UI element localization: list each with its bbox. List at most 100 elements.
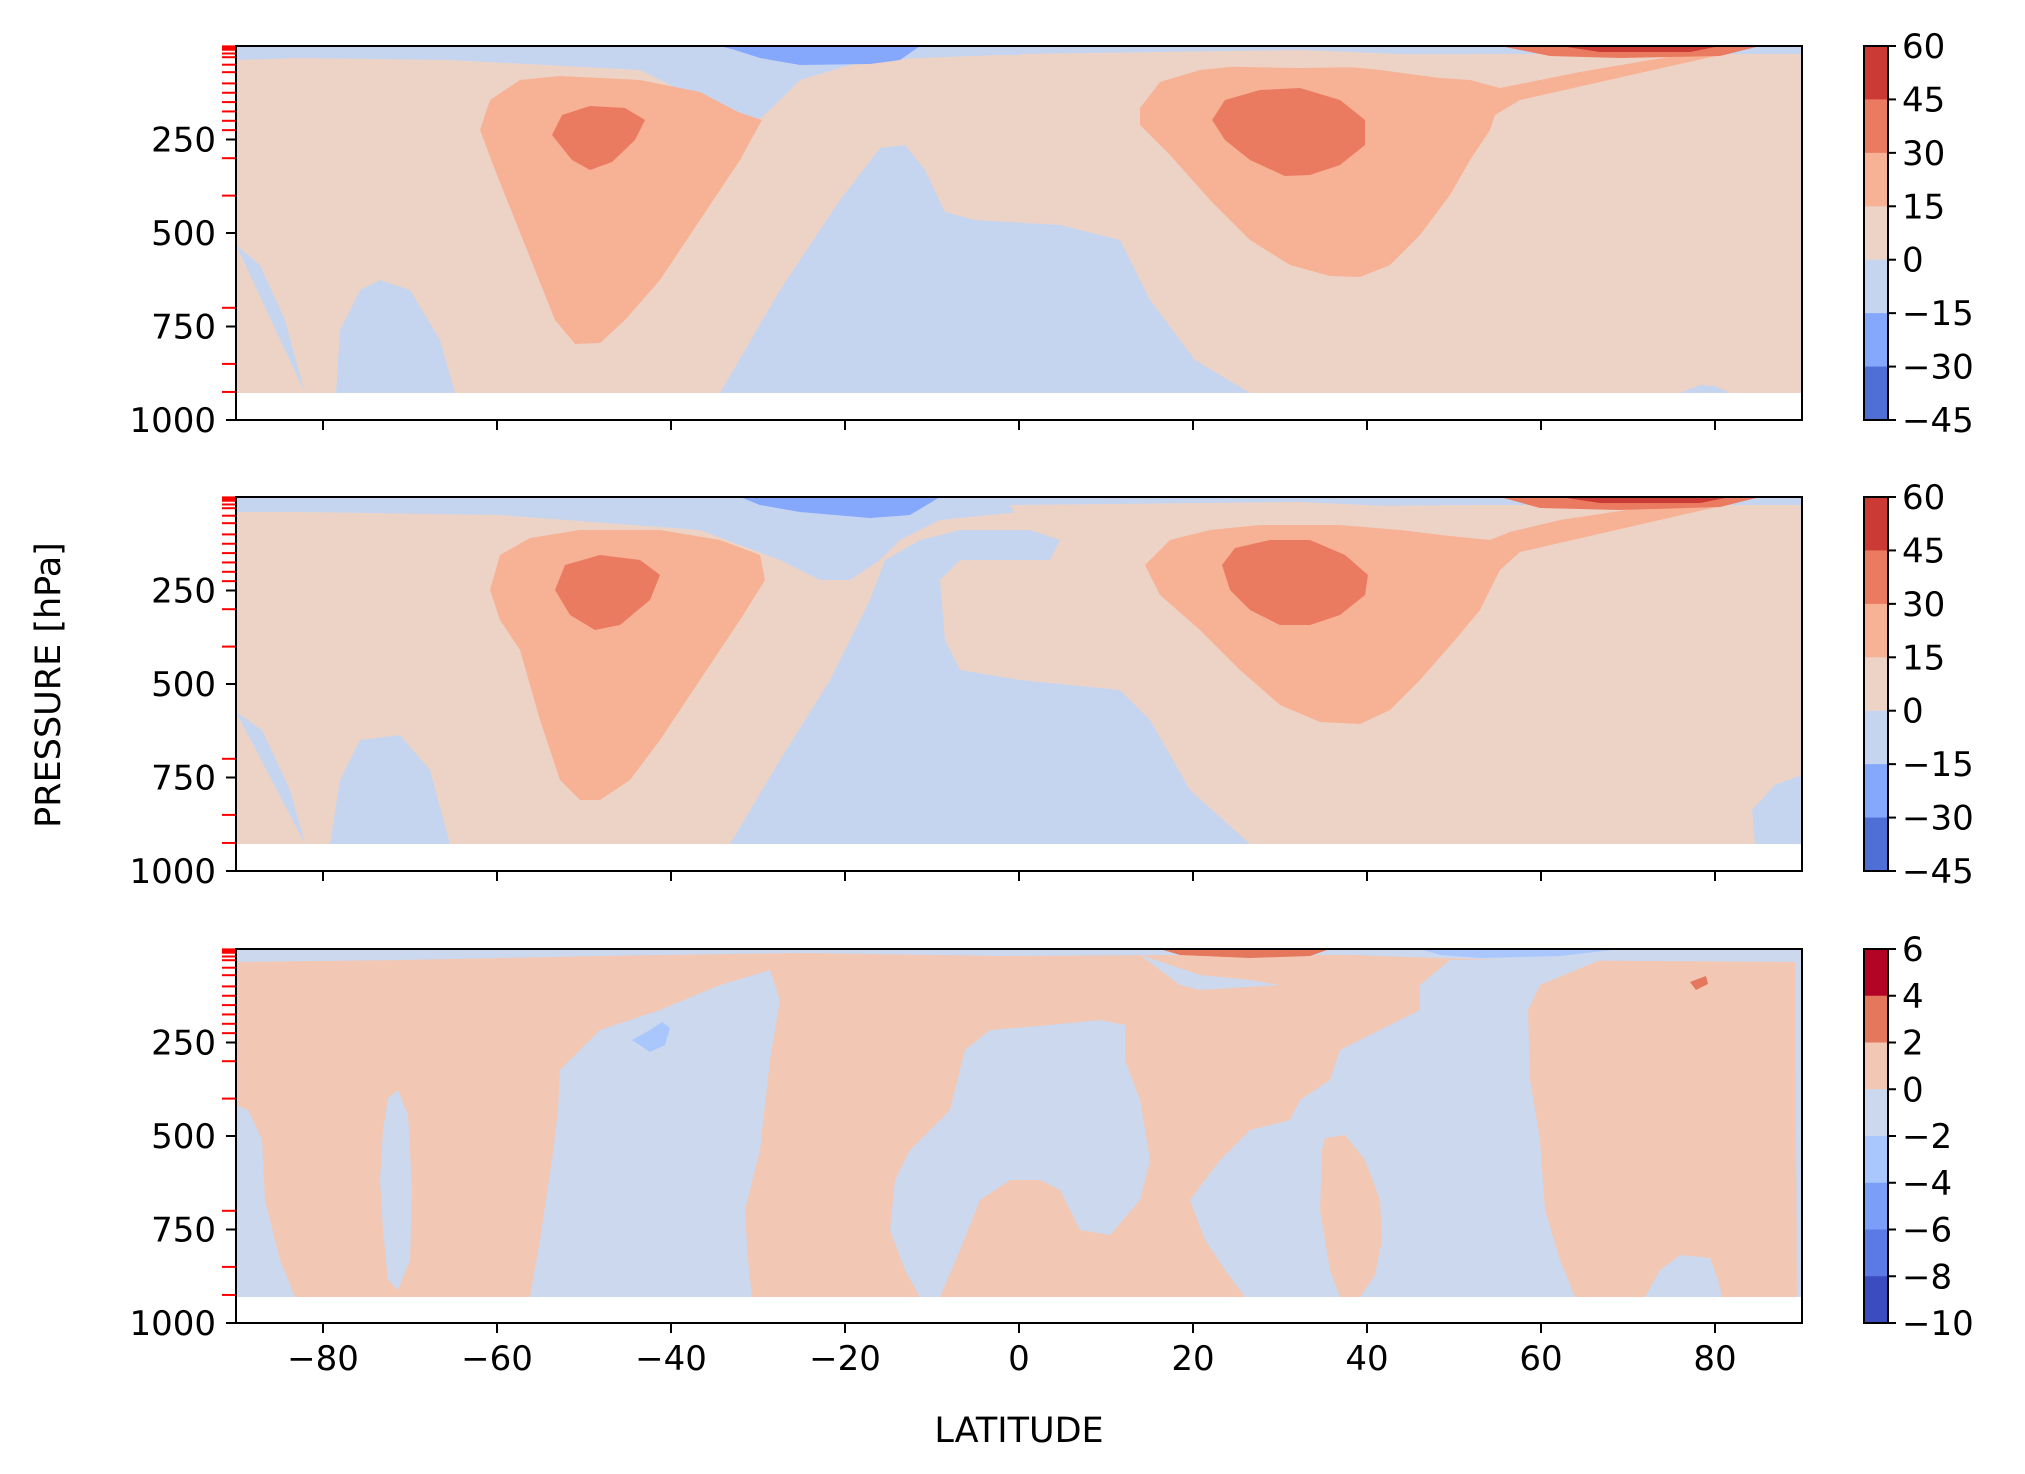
panel-2-y-tick-label: 500 [151,665,216,705]
colorbar-3: 6 4 2 0 −2 −4 −6 −8 −10 [1863,930,1974,1344]
colorbar-2-tick-label: 0 [1902,692,1924,732]
panel-3-equatorial-negative [890,1020,1150,1297]
colorbar-3-tick-label: −4 [1902,1164,1952,1204]
colorbar-1-segment [1864,206,1888,261]
colorbar-2-segment [1864,710,1888,765]
panel-3-negative-top [236,949,1802,962]
colorbar-2-segment [1864,550,1888,605]
panel-3-south-midlat-negative [530,970,780,1297]
colorbar-1-frame [1863,45,1889,421]
colorbar-3-tick-label: −2 [1902,1117,1952,1157]
x-tick-label: 0 [1008,1339,1030,1379]
colorbar-3-tick-label: −8 [1902,1257,1952,1297]
colorbar-3-segment [1864,1276,1888,1324]
panel-1-y-tick-label: 750 [151,308,216,348]
panel-2-contours [236,497,1802,845]
panel-1-upper-positive-streak [1020,50,1445,68]
colorbar-1-segment [1864,259,1888,314]
colorbar-1-tick-label: −45 [1902,401,1974,441]
panel-1-north-jet-core [1212,88,1365,176]
panel-2: 250 500 750 1000 [129,496,1803,892]
panel-1-y-tick-label: 1000 [129,401,216,441]
panel-1-south-jet [480,76,762,344]
colorbar-1-tick-label: 45 [1902,80,1945,120]
colorbar-2-frame [1863,496,1889,872]
panel-1-below-data-mask [236,393,1802,394]
panel-1: 250 500 750 1000 [129,45,1803,441]
panel-2-easterly-top [236,497,1802,580]
x-axis-label: LATITUDE [934,1411,1103,1451]
y-axis-label: PRESSURE [hPa] [29,542,69,828]
colorbar-1-tick-label: 30 [1902,134,1945,174]
panel-1-contours [236,46,1802,394]
panel-2-y-axis: 250 500 750 1000 [129,572,236,892]
panel-1-southern-surface-easterlies [236,245,455,393]
panel-2-y-tick-label: 750 [151,759,216,799]
colorbar-1-tick-label: −15 [1902,294,1974,334]
panel-3-positive-cap-plus6 [1160,949,1330,958]
x-tick-label: −20 [809,1339,881,1379]
colorbar-2-segment [1864,497,1888,551]
panel-1-polar-surface-easterlies [1680,385,1730,393]
panel-2-y-tick-label: 250 [151,572,216,612]
panel-3-south-narrow-negative [380,1090,412,1290]
colorbar-3-tick-label: 4 [1902,977,1924,1017]
x-tick-label: 20 [1171,1339,1214,1379]
colorbar-3-segment [1864,1229,1888,1277]
panel-1-south-jet-core [552,106,645,170]
colorbar-1-tick-label: 60 [1902,27,1945,67]
colorbar-3-tick-label: −6 [1902,1211,1952,1251]
colorbar-1-tick-label: −30 [1902,348,1974,388]
panel-1-polar-night-jet-core [1560,46,1720,52]
colorbar-3-segment [1864,1089,1888,1137]
panel-3-level-markers [222,948,236,1296]
colorbar-2: 60 45 30 15 0 −15 −30 −45 [1863,478,1974,892]
panel-3-y-tick-label: 1000 [129,1304,216,1344]
colorbar-2-tick-label: 45 [1902,531,1945,571]
panel-3-southern-polar-negative [236,1105,295,1297]
panel-1-x-ticks [322,420,1716,430]
x-tick-label: 80 [1693,1339,1736,1379]
x-tick-label: −80 [287,1339,359,1379]
panel-3-north-midlat-negative [1190,960,1600,1297]
colorbar-3-tick-label: 6 [1902,930,1924,970]
colorbar-2-tick-label: 15 [1902,638,1945,678]
x-tick-label: −40 [635,1339,707,1379]
panel-3-y-tick-label: 500 [151,1117,216,1157]
panel-3-y-tick-label: 250 [151,1024,216,1064]
panel-2-south-jet [490,530,765,800]
panel-1-y-tick-label: 250 [151,121,216,161]
panel-1-y-tick-label: 500 [151,214,216,254]
panel-2-easterly-top-strong [740,497,940,518]
colorbar-1-segment [1864,99,1888,154]
colorbar-3-tick-label: −10 [1902,1304,1974,1344]
panel-3-y-tick-label: 750 [151,1211,216,1251]
colorbar-2-tick-label: 60 [1902,478,1945,518]
panel-3-negative-cap-minus4 [1420,949,1620,958]
colorbar-1: 60 45 30 15 0 −15 −30 −45 [1863,27,1974,441]
panel-2-south-jet-core [555,555,660,630]
colorbar-1-segment [1864,152,1888,207]
x-tick-label: 40 [1345,1339,1388,1379]
panel-2-below-data-mask [236,844,1802,845]
colorbar-3-segment [1864,1042,1888,1090]
colorbar-2-tick-label: −30 [1902,799,1974,839]
panel-3-north-small-positive [1320,1135,1382,1297]
panel-1-easterly-top-strong [720,46,920,65]
panel-3-x-axis: −80 −60 −40 −20 0 20 40 60 80 [287,1323,1737,1379]
panel-1-y-axis: 250 500 750 1000 [129,121,236,441]
colorbar-2-tick-label: −15 [1902,745,1974,785]
colorbar-3-segment [1864,949,1888,997]
panel-3-positive-patch-plus4 [1690,976,1708,990]
panel-2-tropical-easterlies [730,530,1250,844]
colorbar-3-segment [1864,1182,1888,1230]
panel-2-level-markers [222,496,236,844]
colorbar-1-segment [1864,366,1888,421]
panel-2-polar-surface-easterlies [1752,775,1802,844]
panel-2-y-tick-label: 1000 [129,852,216,892]
colorbar-2-segment [1864,657,1888,712]
colorbar-2-segment [1864,764,1888,819]
colorbar-3-tick-label: 0 [1902,1070,1924,1110]
panel-1-tropical-easterlies [720,145,1250,393]
